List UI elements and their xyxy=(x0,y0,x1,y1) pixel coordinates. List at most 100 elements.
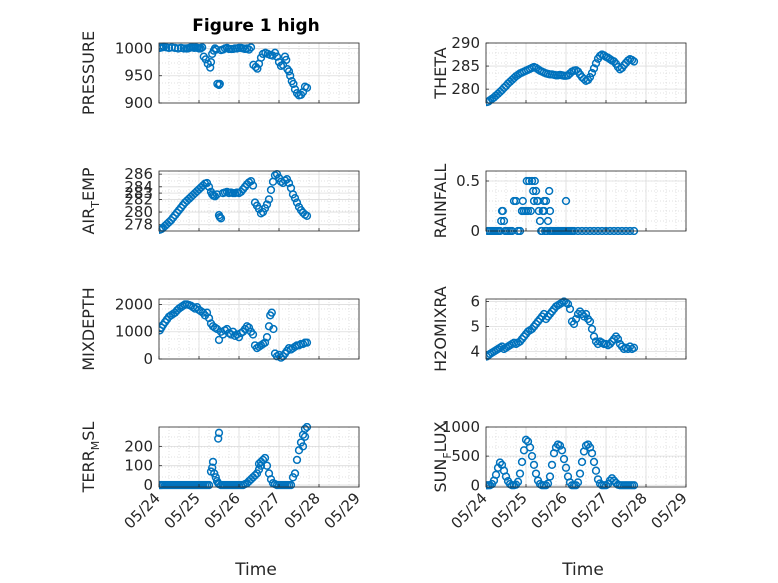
data-point xyxy=(292,198,302,207)
y-axis-label: SUNFLUX xyxy=(431,421,454,492)
data-point xyxy=(557,446,567,455)
data-point xyxy=(302,338,312,347)
data-point xyxy=(589,64,599,73)
data-point xyxy=(215,79,224,89)
data-point xyxy=(208,457,218,466)
data-point xyxy=(534,206,543,216)
y-tick-label: 286 xyxy=(124,165,153,183)
axes-box xyxy=(158,170,360,232)
x-axis-label: Time xyxy=(561,560,604,580)
data-point xyxy=(254,459,264,468)
data-point xyxy=(529,460,539,470)
x-tick-label: 05/24 xyxy=(448,489,491,532)
data-point xyxy=(256,461,266,470)
data-point xyxy=(282,55,291,65)
data-point xyxy=(248,330,258,339)
x-tick-label: 05/26 xyxy=(528,489,571,532)
data-point xyxy=(204,480,214,490)
data-point xyxy=(290,194,300,203)
data-point xyxy=(541,481,551,490)
data-point xyxy=(585,317,595,326)
data-point xyxy=(529,196,539,206)
data-point xyxy=(607,474,617,483)
data-point xyxy=(527,176,537,186)
data-markers xyxy=(486,297,639,361)
data-point xyxy=(210,192,220,201)
data-point xyxy=(575,469,585,478)
x-tick-label: 05/29 xyxy=(648,489,691,532)
axes-box xyxy=(485,426,687,488)
y-tick-label: 285 xyxy=(451,57,480,75)
y-tick-label: 2000 xyxy=(115,295,153,313)
y-axis-label: AIRTEMP xyxy=(79,167,102,234)
data-point xyxy=(262,200,272,209)
x-tick-label: 05/25 xyxy=(488,489,531,532)
axes-box xyxy=(158,42,360,104)
data-point xyxy=(214,434,223,443)
data-point xyxy=(300,432,310,441)
data-point xyxy=(206,57,216,67)
y-tick-label: 0 xyxy=(143,476,153,494)
y-tick-label: 282 xyxy=(124,190,153,208)
y-axis-label: TERRMSL xyxy=(79,422,102,494)
x-tick-label: 05/27 xyxy=(241,489,284,532)
y-tick-label: 290 xyxy=(451,34,480,52)
data-markers xyxy=(159,300,312,362)
panel-5: 0 1000 2000 MIXDEPTH xyxy=(79,287,360,371)
data-markers xyxy=(159,423,312,490)
data-point xyxy=(569,319,579,329)
y-tick-label: 278 xyxy=(124,216,153,234)
data-point xyxy=(214,428,224,437)
data-point xyxy=(216,214,226,223)
data-point xyxy=(545,472,555,481)
data-point xyxy=(545,206,555,216)
data-point xyxy=(260,453,270,463)
y-tick-label: 0 xyxy=(470,222,480,240)
data-point xyxy=(517,457,527,467)
data-point xyxy=(561,463,571,472)
data-point xyxy=(262,333,272,342)
data-point xyxy=(533,196,543,206)
data-point xyxy=(517,206,527,216)
data-point xyxy=(589,457,599,467)
data-point xyxy=(587,68,597,78)
data-point xyxy=(264,195,274,204)
data-point xyxy=(609,57,619,66)
data-point xyxy=(529,186,538,196)
data-point xyxy=(573,478,583,487)
data-point xyxy=(561,196,571,206)
data-point xyxy=(589,332,599,341)
data-markers xyxy=(159,42,312,100)
data-point xyxy=(248,181,258,190)
data-point xyxy=(545,186,554,196)
data-point xyxy=(563,299,573,309)
x-tick-label: 05/27 xyxy=(568,489,611,532)
data-point xyxy=(518,196,527,206)
data-point xyxy=(206,63,215,72)
x-axis-label: Time xyxy=(234,560,277,580)
axes-box xyxy=(485,42,687,104)
data-point xyxy=(539,206,549,216)
data-point xyxy=(521,435,531,444)
data-point xyxy=(499,216,509,226)
data-point xyxy=(286,71,295,80)
data-point xyxy=(619,61,629,70)
data-markers xyxy=(486,50,639,107)
y-tick-label: 284 xyxy=(124,178,153,196)
y-tick-label: 1000 xyxy=(442,418,480,436)
data-point xyxy=(565,304,575,314)
y-tick-label: 280 xyxy=(124,203,153,221)
x-tick-label: 05/26 xyxy=(201,489,244,532)
y-axis-label: RAINFALL xyxy=(431,164,450,239)
y-tick-label: 0 xyxy=(143,350,153,368)
data-point xyxy=(541,196,551,206)
data-point xyxy=(543,216,553,226)
y-tick-label: 1000 xyxy=(115,323,153,341)
y-tick-label: 283 xyxy=(124,184,153,202)
data-point xyxy=(581,309,591,319)
axes-box xyxy=(485,298,687,360)
data-point xyxy=(525,176,534,186)
data-point xyxy=(522,176,531,186)
data-markers xyxy=(159,170,312,234)
